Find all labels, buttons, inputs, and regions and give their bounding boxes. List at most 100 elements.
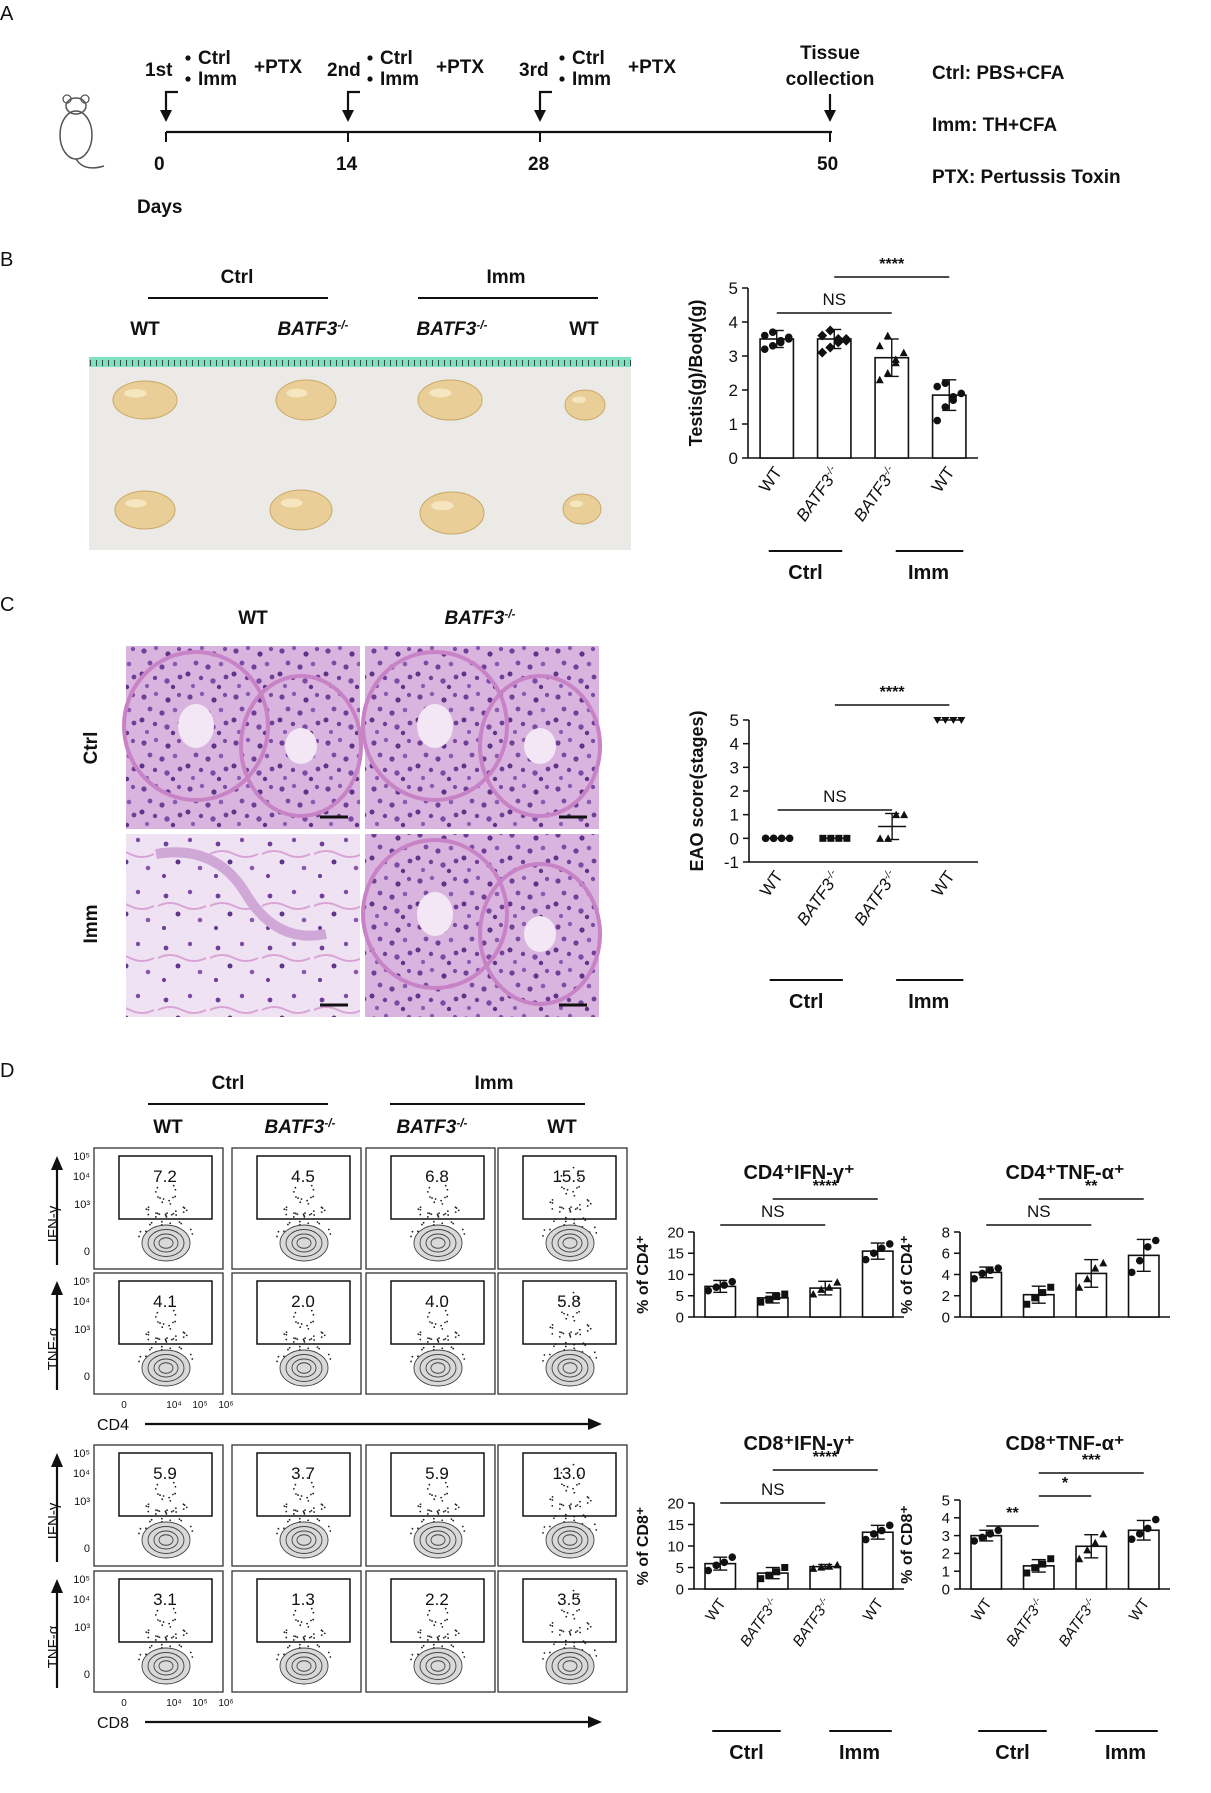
flow-plot: 13.0	[497, 1444, 628, 1567]
event-dot	[419, 1503, 422, 1506]
event-dot	[565, 1489, 568, 1492]
event-dot	[169, 1625, 172, 1628]
event-dot	[419, 1331, 422, 1334]
event-dot	[593, 1523, 596, 1526]
event-dot	[308, 1338, 311, 1341]
flow-plot: 4.5	[231, 1147, 362, 1270]
event-dot	[562, 1630, 565, 1633]
event-dot	[551, 1202, 554, 1204]
ptx-label: +PTX	[628, 57, 676, 78]
event-dot	[422, 1644, 425, 1647]
testis	[114, 490, 176, 530]
data-point	[933, 717, 942, 724]
event-dot	[419, 1510, 422, 1513]
event-dot	[559, 1503, 561, 1506]
event-dot	[450, 1644, 453, 1646]
event-dot	[298, 1517, 301, 1520]
event-dot	[563, 1610, 565, 1613]
chart-title: CD8⁺IFN-γ⁺	[743, 1433, 854, 1455]
arrow-head-icon	[51, 1281, 63, 1295]
y-tick-label: 0	[676, 1581, 684, 1598]
data-point	[817, 347, 828, 358]
arrow-head-icon	[160, 110, 172, 122]
event-dot	[569, 1632, 571, 1635]
arrow-head-icon	[51, 1453, 63, 1467]
event-dot	[569, 1507, 572, 1510]
group-label-wt: WT	[569, 319, 599, 340]
event-dot	[440, 1199, 443, 1202]
event-dot	[549, 1651, 551, 1654]
event-dot	[182, 1508, 185, 1511]
event-dot	[323, 1334, 326, 1337]
contour	[425, 1656, 451, 1676]
event-dot	[576, 1504, 579, 1506]
flow-y-tick: 10³	[74, 1324, 90, 1336]
event-dot	[323, 1209, 326, 1212]
gate-percentage: 3.1	[153, 1590, 177, 1609]
event-dot	[549, 1228, 551, 1231]
event-dot	[294, 1186, 297, 1189]
event-dot	[551, 1333, 554, 1335]
event-dot	[421, 1348, 423, 1351]
event-dot	[447, 1637, 450, 1639]
event-dot	[178, 1346, 181, 1348]
event-dot	[147, 1338, 150, 1341]
flow-x-label: CD8	[97, 1715, 129, 1732]
event-dot	[586, 1622, 589, 1624]
event-dot	[183, 1504, 186, 1507]
event-dot	[444, 1321, 446, 1324]
event-dot	[553, 1517, 555, 1520]
event-dot	[426, 1315, 429, 1318]
event-dot	[422, 1346, 425, 1349]
contour	[419, 1526, 457, 1554]
event-dot	[169, 1347, 172, 1350]
event-dot	[310, 1337, 313, 1340]
event-dot	[182, 1336, 185, 1339]
event-dot	[161, 1624, 164, 1627]
gate-percentage: 1.3	[291, 1590, 315, 1609]
data-point	[728, 1553, 737, 1561]
event-dot	[147, 1631, 150, 1634]
flow-y-tick: 10³	[74, 1622, 90, 1634]
event-dot	[155, 1635, 157, 1638]
event-dot	[310, 1607, 313, 1610]
event-dot	[283, 1527, 285, 1530]
data-point	[885, 1521, 894, 1530]
bullet-icon	[185, 55, 191, 61]
event-dot	[172, 1184, 175, 1187]
contour	[551, 1652, 589, 1680]
event-dot	[454, 1211, 457, 1214]
group-label-batf3-ko: BATF3-/-	[1055, 1596, 1100, 1650]
contour	[279, 1647, 329, 1685]
event-dot	[578, 1185, 581, 1188]
category-label-wt: WT	[928, 867, 959, 900]
event-dot	[568, 1207, 571, 1210]
category-label-wt: WT	[928, 463, 959, 496]
event-dot	[295, 1493, 297, 1495]
event-dot	[438, 1509, 440, 1511]
event-dot	[307, 1202, 310, 1205]
data-point	[1135, 1530, 1144, 1538]
flow-plot: 5.8	[497, 1272, 628, 1395]
event-dot	[417, 1653, 419, 1656]
event-dot	[172, 1607, 175, 1610]
event-dot	[426, 1513, 429, 1515]
data-point	[1143, 1243, 1152, 1251]
event-dot	[563, 1187, 565, 1190]
event-dot	[159, 1197, 161, 1199]
event-dot	[296, 1338, 299, 1341]
flow-plot: 15.5	[497, 1147, 628, 1270]
event-dot	[578, 1328, 581, 1331]
event-dot	[172, 1212, 175, 1215]
event-dot	[576, 1186, 578, 1189]
data-point	[825, 325, 836, 336]
event-dot	[574, 1333, 577, 1336]
flow-y-tick: 10³	[74, 1199, 90, 1211]
event-dot	[563, 1484, 565, 1487]
contour	[296, 1362, 312, 1374]
event-dot	[558, 1180, 561, 1182]
event-dot	[321, 1207, 324, 1210]
event-dot	[178, 1221, 181, 1223]
event-dot	[318, 1645, 321, 1648]
